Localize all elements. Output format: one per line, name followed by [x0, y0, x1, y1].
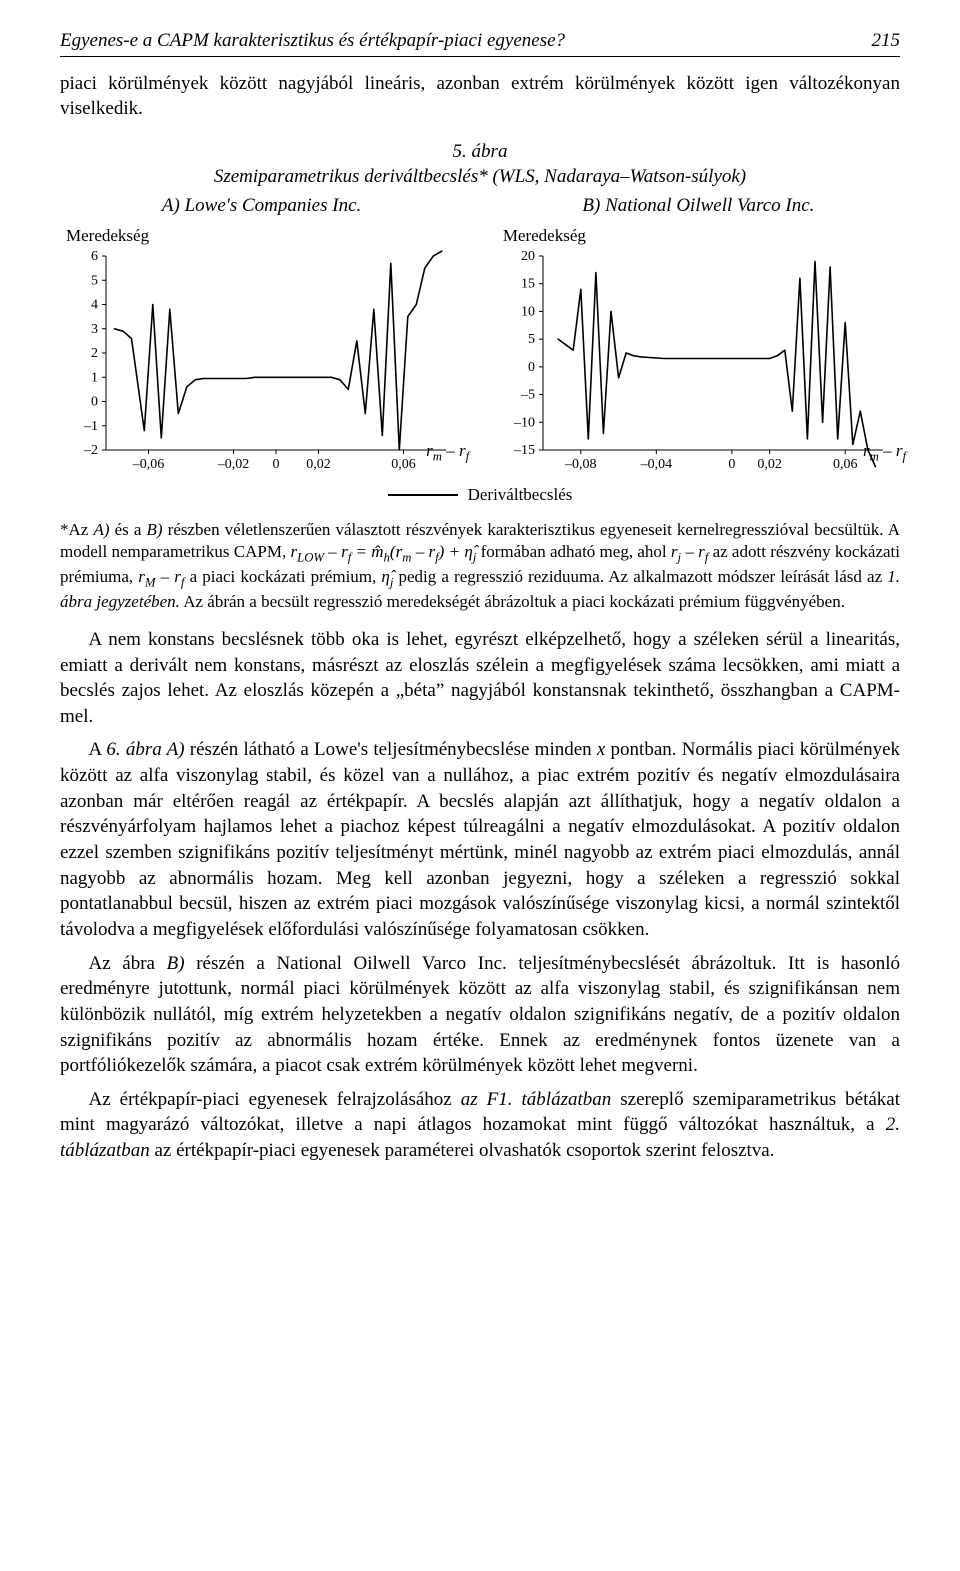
- footnote-prefix: *Az: [60, 520, 93, 539]
- svg-text:–0,06: –0,06: [132, 457, 165, 472]
- footnote-mid1: és a: [109, 520, 146, 539]
- svg-text:20: 20: [521, 250, 535, 264]
- svg-text:0: 0: [528, 360, 535, 375]
- footnote-a: A): [93, 520, 109, 539]
- footnote-t6: Az ábrán a becsült regresszió meredekség…: [180, 592, 845, 611]
- footnote-eta: η̂j: [381, 567, 393, 586]
- chart-a-ylabel: Meredekség: [66, 225, 463, 248]
- svg-text:0,02: 0,02: [306, 457, 331, 472]
- svg-text:0: 0: [91, 394, 98, 409]
- body-p2b: részén látható a Lowe's teljesítménybecs…: [185, 739, 597, 760]
- svg-text:2: 2: [91, 346, 98, 361]
- svg-text:0: 0: [728, 457, 735, 472]
- svg-text:4: 4: [91, 297, 98, 312]
- body-p1: A nem konstans becslésnek több oka is le…: [60, 627, 900, 730]
- svg-text:6: 6: [91, 250, 98, 264]
- figure-legend: Deriváltbecslés: [60, 484, 900, 507]
- chart-b: –15 –10 –5 0 5 10 15 20 –0,08 –0,04 0 0,02 0,06: [497, 250, 897, 480]
- panel-a-title: A) Lowe's Companies Inc.: [60, 193, 463, 219]
- svg-text:–15: –15: [513, 443, 535, 458]
- running-title: Egyenes-e a CAPM karakterisztikus és ért…: [60, 28, 840, 54]
- page-number: 215: [840, 28, 900, 54]
- svg-text:0: 0: [273, 457, 280, 472]
- svg-text:–10: –10: [513, 415, 535, 430]
- chart-a-xlabel: rm – rf: [426, 440, 469, 466]
- figure-caption-line1: 5. ábra: [453, 141, 508, 162]
- body-p4: Az értékpapír-piaci egyenesek felrajzolá…: [60, 1087, 900, 1164]
- charts-row: Meredekség –2–10123456–0,06–0,0200,020,0…: [60, 225, 900, 480]
- body-p4c: az értékpapír-piaci egyenesek paramétere…: [150, 1140, 775, 1161]
- body-p2: A 6. ábra A) részén látható a Lowe's tel…: [60, 737, 900, 942]
- svg-text:0,06: 0,06: [391, 457, 416, 472]
- legend-line-icon: [388, 494, 458, 496]
- svg-text:–0,08: –0,08: [564, 457, 597, 472]
- body-p3: Az ábra B) részén a National Oilwell Var…: [60, 951, 900, 1079]
- footnote-rj: rj – rf: [671, 542, 708, 561]
- body-p4a: Az értékpapír-piaci egyenesek felrajzolá…: [89, 1089, 461, 1110]
- legend-label: Deriváltbecslés: [468, 484, 573, 507]
- chart-a-block: Meredekség –2 –1 0 1 2 3 4 5 6 –0,06 –0,02 0 0,02 0,0…: [60, 225, 463, 480]
- svg-text:–1: –1: [83, 419, 98, 434]
- body-p2a: A: [89, 739, 107, 760]
- chart-b-ylabel: Meredekség: [503, 225, 900, 248]
- svg-text:–5: –5: [520, 387, 535, 402]
- footnote-t4: a piaci kockázati prémium,: [184, 567, 381, 586]
- figure-footnote: *Az A) és a B) részben véletlenszerűen v…: [60, 519, 900, 613]
- page-header: Egyenes-e a CAPM karakterisztikus és ért…: [60, 28, 900, 57]
- panel-b-title: B) National Oilwell Varco Inc.: [497, 193, 900, 219]
- svg-text:–2: –2: [83, 443, 98, 458]
- chart-b-xlabel: rm – rf: [863, 440, 906, 466]
- body-p3-ref: B): [167, 953, 185, 974]
- panel-titles-row: A) Lowe's Companies Inc. B) National Oil…: [60, 193, 900, 219]
- svg-text:5: 5: [528, 332, 535, 347]
- chart-a: –2 –1 0 1 2 3 4 5 6 –0,06 –0,02 0 0,02 0,06: [60, 250, 460, 480]
- intro-paragraph: piaci körülmények között nagyjából lineá…: [60, 71, 900, 122]
- footnote-b: B): [147, 520, 163, 539]
- body-p3a: Az ábra: [89, 953, 167, 974]
- footnote-eq: rLOW – rf = m̂h(rm – rf) + η̂j: [290, 542, 476, 561]
- figure-caption-line2: Szemiparametrikus deriváltbecslés* (WLS,…: [214, 166, 746, 187]
- body-p3b: részén a National Oilwell Varco Inc. tel…: [60, 953, 900, 1077]
- svg-text:5: 5: [91, 273, 98, 288]
- svg-text:15: 15: [521, 277, 535, 292]
- svg-text:–0,04: –0,04: [639, 457, 672, 472]
- footnote-t5: pedig a regresszió reziduuma. Az alkalma…: [393, 567, 887, 586]
- footnote-t2: formában adható meg, ahol: [476, 542, 671, 561]
- body-p2-ref: 6. ábra A): [106, 739, 184, 760]
- svg-text:3: 3: [91, 322, 98, 337]
- chart-b-block: Meredekség –15 –10 –5 0 5 10 15 20 –0,08 –0,04 0 0,…: [497, 225, 900, 480]
- svg-text:–0,02: –0,02: [217, 457, 250, 472]
- footnote-rm: rM – rf: [138, 567, 184, 586]
- svg-text:0,02: 0,02: [757, 457, 782, 472]
- body-p4-ref1: az F1. táblázatban: [461, 1089, 612, 1110]
- figure-caption: 5. ábra Szemiparametrikus deriváltbecslé…: [60, 140, 900, 189]
- body-p2c: pontban. Normális piaci körülmények közö…: [60, 739, 900, 939]
- svg-text:1: 1: [91, 370, 98, 385]
- svg-text:10: 10: [521, 304, 535, 319]
- svg-text:0,06: 0,06: [833, 457, 858, 472]
